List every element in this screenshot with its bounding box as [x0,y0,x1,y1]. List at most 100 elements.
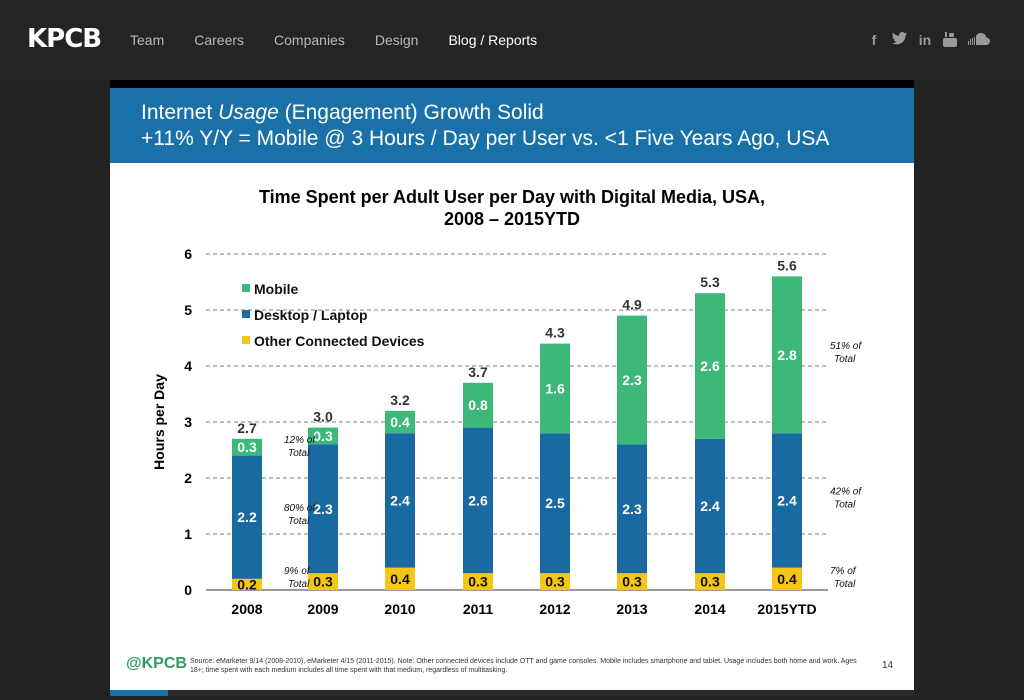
x-tick-label: 2009 [307,601,338,617]
bar-segment [617,315,647,445]
bar-segment [463,427,493,574]
slide-header: Internet Usage (Engagement) Growth Solid… [110,88,914,163]
bottom-strip [110,690,914,696]
header-line-1-pre: Internet [141,101,219,124]
x-tick-label: 2010 [384,601,415,617]
bar-total-label: 2.7 [237,420,257,436]
legend-label: Other Connected Devices [254,333,425,349]
y-tick-label: 3 [184,414,192,430]
x-tick-label: 2012 [539,601,570,617]
bar-value-label: 0.8 [468,397,488,413]
linkedin-icon[interactable]: in [918,32,932,48]
bar-value-label: 0.3 [545,574,565,590]
x-tick-label: 2013 [616,601,647,617]
source-note: Source: eMarketer 9/14 (2008-2010), eMar… [190,658,857,674]
bar-value-label: 0.3 [468,574,488,590]
bar-segment [463,382,493,428]
bar-value-label: 2.4 [700,498,720,514]
nav-team[interactable]: Team [130,32,165,48]
x-tick-label: 2014 [694,601,725,617]
soundcloud-icon[interactable] [968,32,990,50]
bar-segment [385,567,415,590]
legend-swatch [242,284,250,292]
y-tick-label: 2 [184,470,192,486]
y-axis-title: Hours per Day [151,374,167,470]
y-tick-label: 1 [184,526,192,542]
bar-value-label: 2.4 [777,492,797,508]
bar-segment [308,427,338,445]
bar-total-label: 4.3 [545,325,565,341]
nav-companies[interactable]: Companies [274,32,345,48]
bar-segment [772,433,802,568]
nav-design[interactable]: Design [374,32,419,48]
legend-label: Desktop / Laptop [254,307,368,323]
bar-value-label: 0.2 [237,576,257,592]
annotation-label: Total [834,499,856,510]
bar-segment [232,578,262,590]
x-tick-label: 2015YTD [757,601,816,617]
annotation-label: Total [834,579,856,590]
bar-segment [232,455,262,579]
annotation-label: 9% of [284,566,311,577]
bar-value-label: 2.2 [237,509,257,525]
bar-segment [308,444,338,574]
annotation-label: Total [288,579,310,590]
y-tick-label: 4 [184,358,192,374]
twitter-icon[interactable] [892,32,907,50]
bar-value-label: 2.4 [390,492,410,508]
report-slide: Internet Usage (Engagement) Growth Solid… [110,80,914,690]
bar-total-label: 5.6 [777,257,797,273]
annotation-label: 51% of [830,341,862,352]
bar-value-label: 2.3 [313,501,333,517]
bar-segment [540,343,570,434]
annotation-label: 80% of [284,503,316,514]
y-tick-label: 6 [184,246,192,262]
annotation-label: Total [834,354,856,365]
bar-value-label: 2.6 [700,358,720,374]
chart-title-line-2: 2008 – 2015YTD [443,209,581,229]
bar-value-label: 0.3 [313,428,333,444]
header-line-1-em: Usage [218,101,279,124]
bar-segment [772,276,802,434]
bar-total-label: 5.3 [700,274,720,290]
x-tick-label: 2008 [231,601,262,617]
y-tick-label: 5 [184,302,192,318]
nav-links: Team Careers Companies Design Blog / Rep… [130,32,567,48]
stacked-bar-chart: Hours per Day 0 1 2 3 4 5 6 0.2 2.2 0.3 2.7 2008 0.3 2… [151,246,862,617]
annotation-label: Total [288,448,310,459]
page-number: 14 [882,660,894,671]
bar-segment [695,573,725,590]
kpcb-logo[interactable]: KPCB [27,24,102,54]
bar-value-label: 2.3 [622,372,642,388]
top-navigation: KPCB Team Careers Companies Design Blog … [0,0,1024,80]
bar-segment [463,573,493,590]
bar-total-label: 3.0 [313,409,333,425]
bar-segment [540,573,570,590]
social-links: f in [867,32,990,50]
bar-value-label: 0.3 [237,439,257,455]
bar-total-label: 4.9 [622,297,642,313]
nav-blog-reports[interactable]: Blog / Reports [448,32,538,48]
bar-segment [232,438,262,456]
nav-careers[interactable]: Careers [194,32,245,48]
bar-value-label: 0.3 [313,574,333,590]
bar-value-label: 0.3 [700,574,720,590]
facebook-icon[interactable]: f [871,32,877,48]
annotation-label: 42% of [830,486,862,497]
x-tick-label: 2011 [463,601,494,617]
bar-value-label: 1.6 [545,380,565,396]
bar-segment [308,573,338,590]
bar-value-label: 0.4 [390,414,410,430]
slide-top-border [110,80,914,88]
bar-value-label: 2.8 [777,347,797,363]
annotation-label: 7% of [830,566,857,577]
bar-segment [385,433,415,568]
bar-value-label: 0.4 [390,571,410,587]
bar-value-label: 0.4 [777,571,797,587]
annotation-label: 12% of [284,435,316,446]
bar-segment [695,438,725,574]
youtube-icon[interactable] [943,32,957,50]
annotation-label: Total [288,516,310,527]
bottom-strip-accent [110,690,168,696]
footer-logo: @KPCB [126,655,187,672]
